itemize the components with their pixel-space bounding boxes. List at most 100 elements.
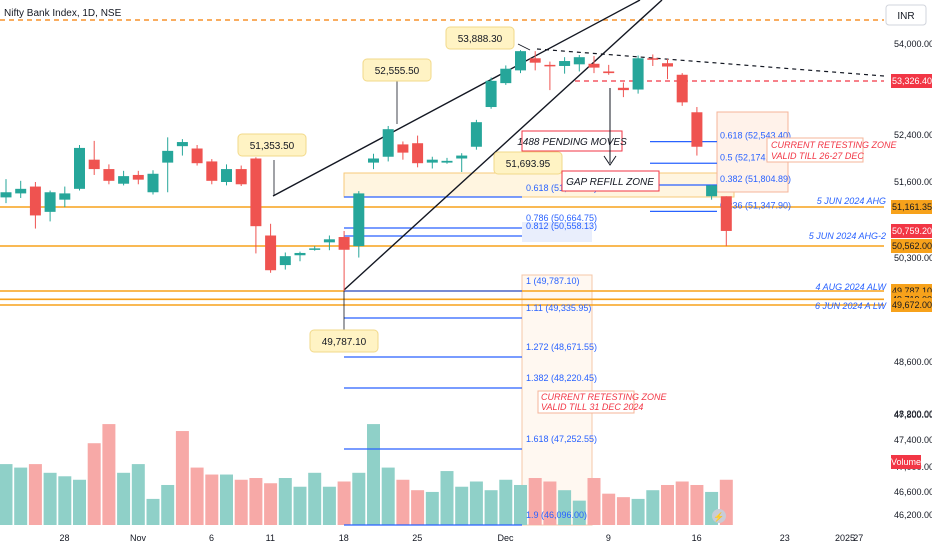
level-label: 5 JUN 2024 AHG-2 — [809, 231, 886, 241]
bolt-icon-glyph: ⚡ — [713, 511, 724, 523]
price-tick-label: 50,300.00 — [894, 253, 932, 263]
candle-body[interactable] — [44, 192, 56, 212]
candle-body[interactable] — [559, 61, 571, 66]
candle-body[interactable] — [632, 58, 644, 90]
price-callout-text: 52,555.50 — [375, 66, 420, 77]
candle-body[interactable] — [147, 173, 159, 193]
volume-bar — [190, 467, 204, 525]
candle-body[interactable] — [338, 237, 350, 250]
candle-body[interactable] — [588, 63, 600, 68]
candle-body[interactable] — [412, 143, 424, 164]
price-tick-label: 48,200.00 — [894, 409, 932, 419]
candle-body[interactable] — [176, 142, 188, 147]
volume-bar — [396, 479, 410, 525]
volume-bar — [175, 431, 189, 525]
candle-body[interactable] — [162, 150, 174, 163]
candle-body[interactable] — [118, 176, 130, 184]
volume-bar — [425, 491, 439, 525]
lower-trendline — [343, 0, 663, 291]
candle-body[interactable] — [74, 147, 85, 189]
candle-body[interactable] — [103, 169, 115, 181]
currency-button[interactable] — [885, 4, 927, 26]
candle-body[interactable] — [647, 58, 659, 60]
candle-body[interactable] — [353, 193, 365, 247]
price-marker[interactable] — [891, 200, 932, 214]
candle-body[interactable] — [603, 71, 615, 74]
zone-lower-text: VALID TILL 31 DEC 2024 — [541, 402, 643, 412]
candle-body[interactable] — [691, 112, 703, 147]
candle-body[interactable] — [544, 64, 556, 67]
bolt-icon[interactable] — [712, 509, 726, 523]
price-marker[interactable] — [891, 224, 932, 238]
volume-bar — [499, 479, 513, 525]
volume-bar — [117, 472, 131, 525]
zone-lower-text: CURRENT RETESTING ZONE — [541, 392, 668, 402]
candle-body[interactable] — [279, 256, 291, 266]
candle-body[interactable] — [515, 51, 526, 71]
candle-body[interactable] — [265, 235, 277, 271]
candle-body[interactable] — [294, 252, 306, 256]
candle-body[interactable] — [573, 57, 585, 65]
price-callout-text: 49,787.10 — [322, 337, 367, 348]
zone-right-text: VALID TILL 26-27 DEC — [771, 151, 864, 161]
callout-layer: 53,888.30 52,555.50 51,353.50 51,693.95 49,7… — [237, 26, 563, 353]
price-marker[interactable] — [891, 298, 932, 312]
fib-label: 1 (49,787.10) — [526, 276, 580, 286]
candle-body[interactable] — [15, 188, 27, 194]
candle-body[interactable] — [59, 193, 71, 200]
volume-bar — [249, 478, 263, 525]
candle-body[interactable] — [88, 159, 100, 170]
candle-body[interactable] — [235, 169, 247, 185]
price-tick-label: 47,400.00 — [894, 435, 932, 445]
candle-body[interactable] — [397, 144, 409, 153]
candle-body[interactable] — [0, 192, 12, 198]
candle-body[interactable] — [250, 158, 262, 227]
price-axis[interactable]: 54,000.00 52,400.00 51,600.00 50,300.00 48,6… — [712, 39, 932, 523]
candle-body[interactable] — [456, 155, 468, 159]
price-marker-text: 53,326.40 — [892, 76, 932, 86]
annotation-layer: 1488 PENDING MOVES GAP REFILL ZONE CURRENT… — [517, 88, 898, 414]
volume-bar — [0, 464, 13, 525]
candle-body[interactable] — [382, 129, 394, 157]
volume-bar — [631, 498, 645, 525]
volume-bar — [220, 474, 233, 525]
candle-body[interactable] — [485, 80, 497, 108]
candle-body[interactable] — [132, 174, 144, 180]
candle-body[interactable] — [720, 196, 732, 231]
level-label: 4 AUG 2024 ALW — [815, 282, 887, 292]
candle-layer[interactable] — [0, 50, 732, 292]
candle-body[interactable] — [617, 87, 629, 91]
candle-body[interactable] — [323, 239, 335, 243]
date-tick-label: 2025 — [835, 533, 855, 543]
price-marker[interactable] — [891, 239, 932, 253]
candle-body[interactable] — [221, 169, 232, 182]
pending-moves-box — [521, 130, 623, 152]
fib-label: 1.272 (48,671.55) — [526, 342, 597, 352]
candle-body[interactable] — [426, 159, 438, 163]
price-tick-label: 48,600.00 — [894, 357, 932, 367]
candle-body[interactable] — [368, 158, 379, 163]
candle-body[interactable] — [309, 248, 321, 250]
gap-refill-text: GAP REFILL ZONE — [566, 177, 654, 188]
candle-body[interactable] — [662, 63, 673, 67]
price-tick-label: 52,400.00 — [894, 130, 932, 140]
candle-body[interactable] — [500, 68, 512, 84]
candle-body[interactable] — [29, 186, 41, 216]
candle-body[interactable] — [706, 185, 718, 197]
candle-body[interactable] — [191, 148, 203, 164]
price-tick-label: 46,200.00 — [894, 510, 932, 520]
volume-tag[interactable] — [891, 455, 921, 469]
candle-body[interactable] — [470, 122, 482, 147]
candle-body[interactable] — [441, 160, 453, 163]
candle-body[interactable] — [529, 58, 541, 63]
symbol-title[interactable]: Nifty Bank Index, 1D, NSE — [4, 8, 122, 19]
candle-body[interactable] — [206, 161, 218, 181]
fib-label: 0.618 (52,543.40) — [720, 131, 791, 141]
volume-bar — [646, 490, 660, 525]
price-marker[interactable] — [891, 74, 932, 88]
candle-body[interactable] — [676, 74, 688, 103]
price-marker-text: 49,672.00 — [892, 300, 932, 310]
